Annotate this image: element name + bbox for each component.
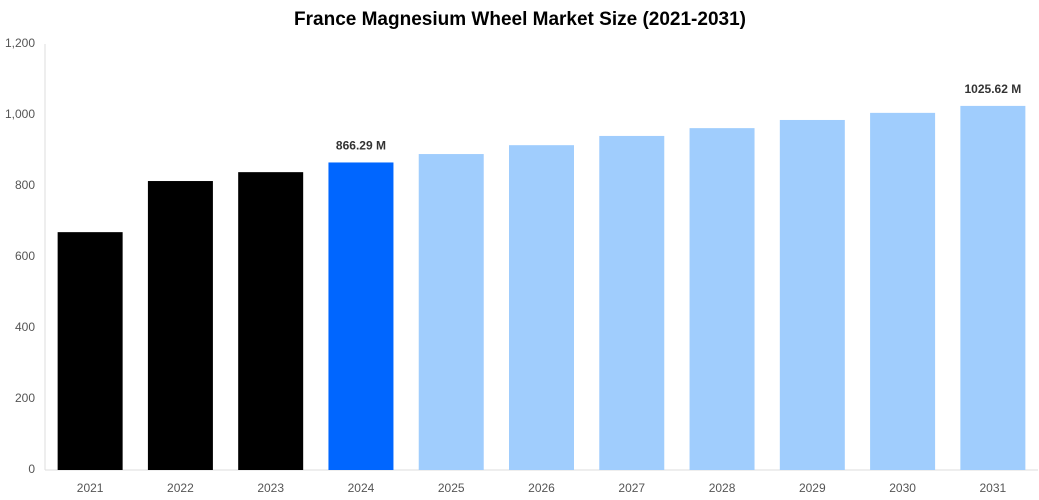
y-tick-label: 600 [15,249,35,263]
bar [57,232,123,470]
y-tick-label: 0 [28,462,35,476]
y-tick-label: 1,000 [5,107,35,121]
bar [689,128,755,470]
bar [147,181,213,470]
x-tick-label: 2030 [889,481,916,495]
x-tick-label: 2024 [348,481,375,495]
bar [418,154,484,471]
x-tick-label: 2023 [257,481,284,495]
x-tick-label: 2031 [980,481,1007,495]
bar [328,162,394,471]
bar [238,172,304,470]
y-tick-label: 1,200 [5,36,35,50]
value-label: 1025.62 M [965,82,1022,96]
bar [870,112,936,471]
chart-title: France Magnesium Wheel Market Size (2021… [294,9,746,30]
x-tick-label: 2028 [709,481,736,495]
x-tick-label: 2021 [77,481,104,495]
value-label: 866.29 M [336,139,386,153]
bar [960,105,1026,470]
y-tick-label: 200 [15,391,35,405]
bar [779,119,845,470]
x-tick-label: 2025 [438,481,465,495]
x-tick-label: 2026 [528,481,555,495]
y-tick-label: 800 [15,178,35,192]
bar [599,135,665,470]
bar [509,145,574,471]
y-tick-label: 400 [15,320,35,334]
x-tick-label: 2022 [167,481,194,495]
x-tick-label: 2029 [799,481,826,495]
x-tick-label: 2027 [618,481,645,495]
